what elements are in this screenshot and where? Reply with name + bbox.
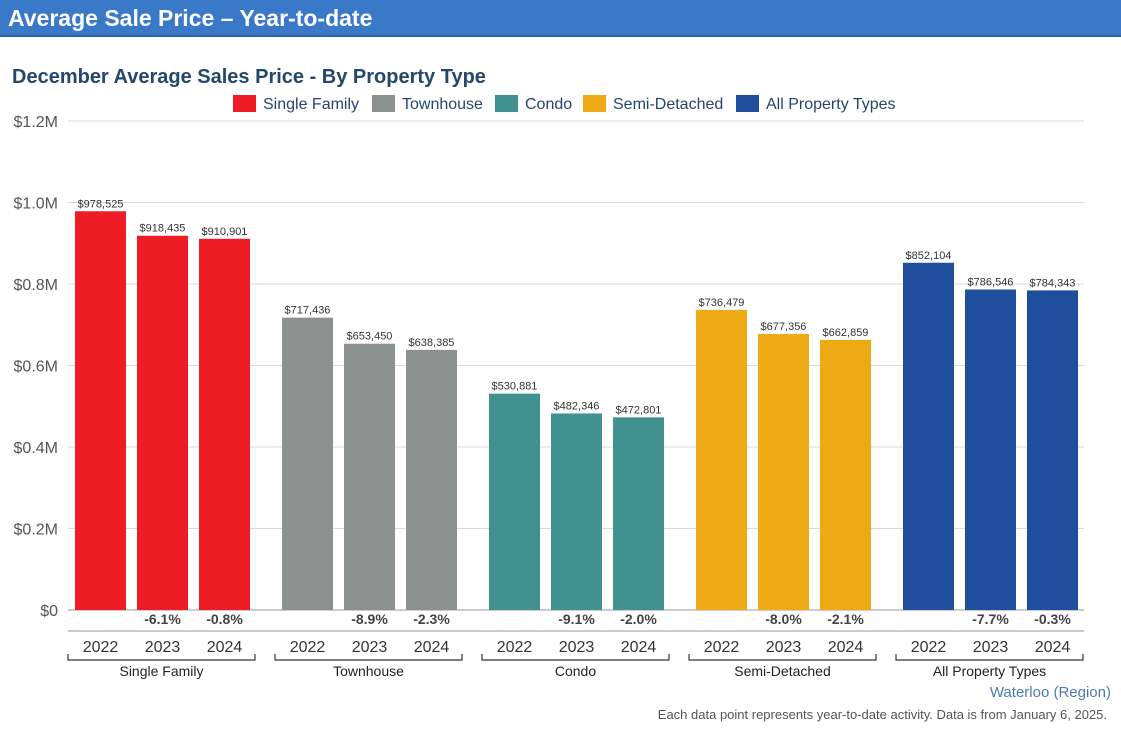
y-tick-label: $0.6M (14, 359, 58, 376)
legend-label: Semi-Detached (613, 96, 723, 113)
year-label: 2023 (766, 639, 802, 656)
data-label: $677,356 (761, 321, 807, 333)
header-banner: Average Sale Price – Year-to-date (0, 0, 1121, 37)
group-bracket (481, 654, 670, 661)
data-label: $662,859 (823, 327, 869, 339)
legend-swatch (372, 95, 395, 112)
group-label: Single Family (119, 663, 203, 679)
year-label: 2023 (352, 639, 388, 656)
footnote: Each data point represents year-to-date … (657, 707, 1107, 722)
bar (820, 339, 871, 610)
data-label: $784,343 (1030, 277, 1076, 289)
data-label: $472,801 (616, 404, 662, 416)
change-label: -2.0% (620, 611, 657, 627)
year-label: 2024 (1035, 639, 1071, 656)
bar (199, 238, 250, 610)
group-bracket (67, 654, 256, 661)
year-label: 2023 (145, 639, 181, 656)
region-label[interactable]: Waterloo (Region) (989, 684, 1111, 701)
y-tick-label: $0.2M (14, 522, 58, 539)
year-label: 2022 (704, 639, 740, 656)
data-label: $638,385 (409, 337, 455, 349)
year-label: 2022 (83, 639, 119, 656)
data-label: $918,435 (140, 223, 186, 235)
legend-swatch (583, 95, 606, 112)
data-label: $717,436 (285, 305, 331, 317)
year-label: 2024 (414, 639, 450, 656)
change-label: -6.1% (144, 611, 181, 627)
change-label: -7.7% (972, 611, 1009, 627)
bar (903, 262, 954, 610)
bar (1027, 290, 1078, 610)
bar (965, 289, 1016, 610)
change-label: -8.9% (351, 611, 388, 627)
year-label: 2023 (973, 639, 1009, 656)
data-label: $786,546 (968, 276, 1014, 288)
legend-label: All Property Types (766, 96, 896, 113)
bar (758, 333, 809, 610)
group-label: Condo (555, 663, 596, 679)
legend-swatch (736, 95, 759, 112)
data-label: $736,479 (699, 297, 745, 309)
y-tick-label: $0.8M (14, 277, 58, 294)
data-label: $852,104 (906, 250, 952, 262)
data-label: $653,450 (347, 331, 393, 343)
y-tick-label: $0.4M (14, 440, 58, 457)
change-label: -8.0% (765, 611, 802, 627)
legend-swatch (233, 95, 256, 112)
change-label: -2.1% (827, 611, 864, 627)
data-label: $482,346 (554, 400, 600, 412)
bar (613, 417, 664, 610)
y-tick-label: $0 (40, 603, 58, 620)
group-label: All Property Types (933, 663, 1046, 679)
data-label: $978,525 (78, 198, 124, 210)
group-bracket (895, 654, 1084, 661)
legend-label: Condo (525, 96, 572, 113)
bar (551, 413, 602, 610)
year-label: 2022 (911, 639, 947, 656)
bar (406, 349, 457, 610)
bar (75, 211, 126, 610)
year-label: 2023 (559, 639, 595, 656)
group-label: Semi-Detached (734, 663, 831, 679)
page-title: Average Sale Price – Year-to-date (8, 5, 373, 31)
legend-label: Townhouse (402, 96, 483, 113)
year-label: 2024 (207, 639, 243, 656)
group-bracket (274, 654, 463, 661)
bar (696, 309, 747, 610)
change-label: -0.8% (206, 611, 243, 627)
y-tick-label: $1.2M (14, 114, 58, 131)
group-label: Townhouse (333, 663, 404, 679)
data-label: $530,881 (492, 381, 538, 393)
year-label: 2024 (621, 639, 657, 656)
change-label: -0.3% (1034, 611, 1071, 627)
bar (282, 317, 333, 610)
year-label: 2022 (497, 639, 533, 656)
chart-title: December Average Sales Price - By Proper… (12, 66, 486, 88)
bar (344, 343, 395, 610)
change-label: -2.3% (413, 611, 450, 627)
legend-label: Single Family (263, 96, 359, 113)
y-tick-label: $1.0M (14, 196, 58, 213)
legend-swatch (495, 95, 518, 112)
bar (137, 235, 188, 610)
year-label: 2024 (828, 639, 864, 656)
year-label: 2022 (290, 639, 326, 656)
data-label: $910,901 (202, 226, 248, 238)
bar (489, 393, 540, 610)
change-label: -9.1% (558, 611, 595, 627)
group-bracket (688, 654, 877, 661)
